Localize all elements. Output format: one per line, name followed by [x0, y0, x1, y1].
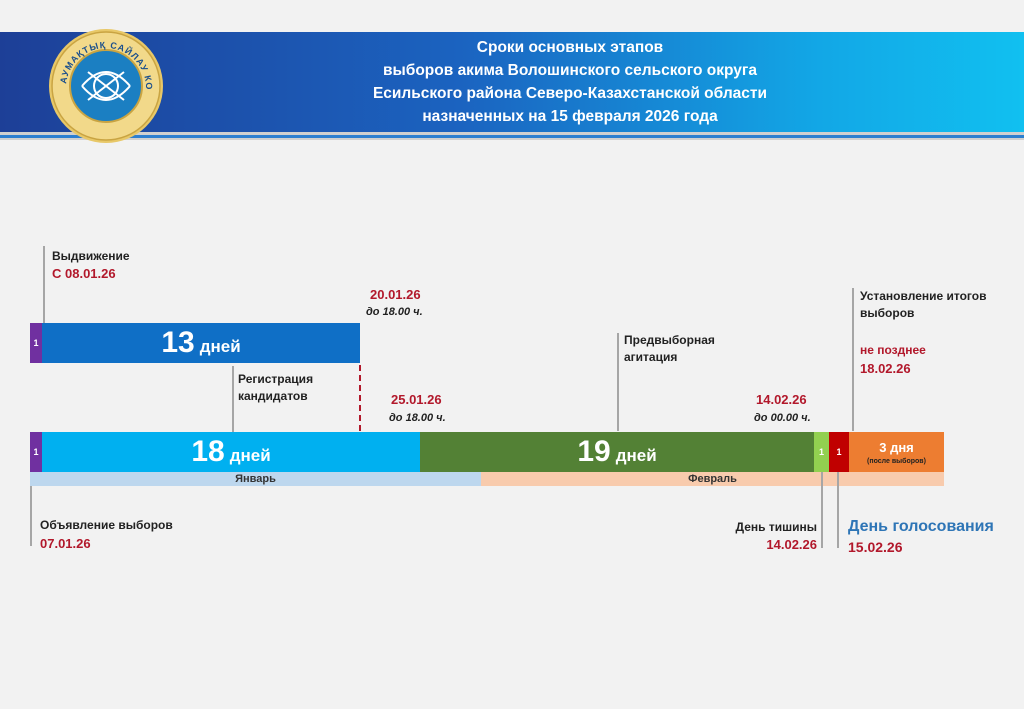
silence-day-label: День тишины [735, 520, 817, 534]
title-line: Сроки основных этапов [476, 39, 664, 56]
campaign-label: Предвыборная агитация [624, 332, 715, 366]
silence-day-leader-line [821, 472, 823, 548]
nomination-start-date: С 08.01.26 [52, 266, 116, 281]
nomination-end-date: 20.01.26 [370, 287, 421, 302]
voting-day-marker: 1 [829, 432, 849, 472]
nomination-day-marker: 1 [30, 323, 42, 363]
results-bar: 3 дня (после выборов) [849, 432, 944, 472]
registration-end-time: до 18.00 ч. [389, 412, 446, 424]
title-line: выборов акима Волошинского сельского окр… [382, 62, 757, 79]
month-february: Февраль [481, 472, 944, 486]
announcement-date: 07.01.26 [40, 536, 91, 551]
registration-end-date: 25.01.26 [391, 392, 442, 407]
registration-days-unit: дней [229, 446, 271, 465]
silence-day-marker: 1 [814, 432, 829, 472]
campaign-label-line: агитация [624, 350, 678, 364]
campaign-end-date: 14.02.26 [756, 392, 807, 407]
registration-bar: 18 дней [42, 432, 420, 472]
results-note: (после выборов) [867, 457, 926, 465]
results-leader-line [852, 288, 854, 431]
campaign-end-time: до 00.00 ч. [754, 412, 811, 424]
registration-label-line: кандидатов [238, 389, 308, 403]
nomination-days-number: 13 [161, 326, 195, 359]
campaign-leader-line [617, 333, 619, 431]
voting-day-date: 15.02.26 [848, 539, 903, 555]
announcement-label: Объявление выборов [40, 518, 173, 532]
registration-label-line: Регистрация [238, 372, 314, 386]
nomination-label: Выдвижение [52, 249, 130, 263]
campaign-bar: 19 дней [420, 432, 814, 472]
voting-day-leader-line [837, 472, 839, 548]
announcement-leader-line [30, 486, 32, 546]
announcement-day-marker: 1 [30, 432, 42, 472]
results-label-line: выборов [860, 306, 915, 320]
voting-day-label: День голосования [848, 518, 994, 535]
registration-leader-line [232, 366, 234, 432]
campaign-label-line: Предвыборная [624, 333, 715, 347]
nomination-deadline-marker [359, 365, 361, 431]
header-banner [0, 32, 1024, 132]
results-days: 3 дня [879, 439, 914, 455]
election-commission-logo: АУМАҚТЫҚ САЙЛАУ КОМИССИЯСЫ [43, 20, 164, 144]
registration-days-number: 18 [191, 435, 225, 468]
results-deadline-label: не позднее [860, 343, 926, 357]
campaign-days-number: 19 [577, 435, 611, 468]
results-label: Установление итогов выборов [860, 288, 1010, 322]
month-january: Январь [30, 472, 481, 486]
page-title: Сроки основных этапов выборов акима Воло… [330, 36, 810, 128]
registration-label: Регистрация кандидатов [238, 371, 313, 405]
nomination-days-unit: дней [199, 337, 241, 356]
nomination-end-time: до 18.00 ч. [366, 306, 423, 318]
results-deadline-date: 18.02.26 [860, 361, 911, 376]
results-label-line: Установление итогов [860, 289, 987, 303]
nomination-leader-line [43, 246, 45, 324]
header-divider-line [0, 135, 1024, 138]
title-line: Есильского района Северо-Казахстанской о… [372, 85, 768, 102]
title-line: назначенных на 15 февраля 2026 года [422, 108, 718, 125]
silence-day-date: 14.02.26 [766, 537, 817, 552]
nomination-bar: 13 дней [42, 323, 360, 363]
campaign-days-unit: дней [615, 446, 657, 465]
